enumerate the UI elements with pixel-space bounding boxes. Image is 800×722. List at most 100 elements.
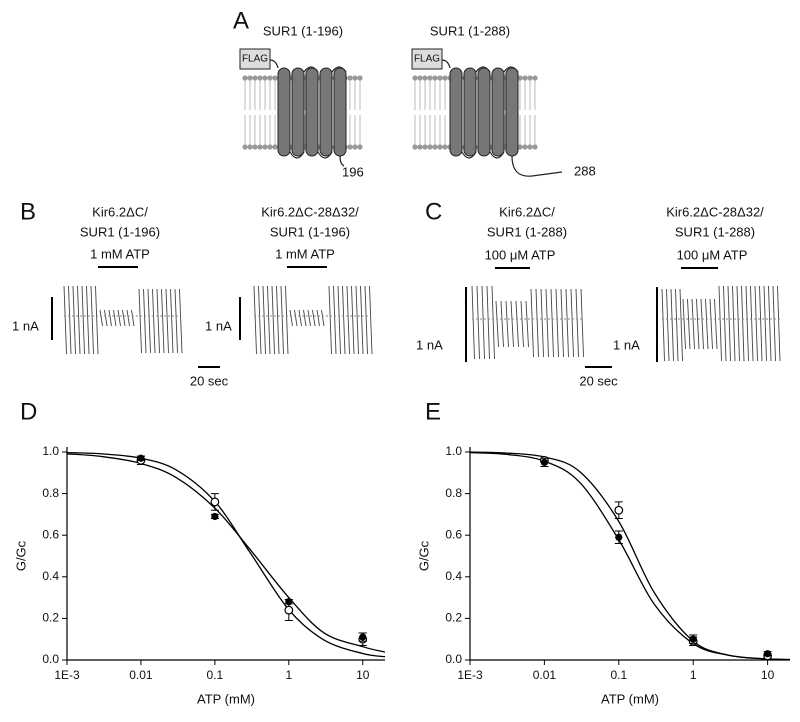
lipid-head: [427, 75, 433, 81]
x-tick-label: 10: [356, 668, 370, 682]
panel-label: B: [20, 198, 36, 225]
panel-label: E: [425, 398, 441, 425]
lipid-head: [242, 75, 248, 81]
lipid-head: [247, 144, 253, 150]
lipid-head: [257, 75, 263, 81]
y-axis-label: G/Gc: [13, 540, 28, 571]
lipid-head: [352, 144, 358, 150]
trace-title: SUR1 (1-196): [80, 224, 160, 239]
helix: [449, 67, 463, 157]
helix: [491, 67, 505, 157]
treatment-label: 100 μM ATP: [677, 247, 748, 262]
data-point: [210, 497, 220, 507]
helix: [463, 67, 477, 157]
data-point: [764, 650, 772, 658]
helix: [291, 67, 305, 157]
fit-curve: [66, 453, 386, 653]
trace-title: SUR1 (1-196): [270, 224, 350, 239]
lipid-head: [412, 144, 418, 150]
lipid-head: [357, 75, 363, 81]
trace-title: Kir6.2ΔC/: [499, 204, 555, 219]
lipid-head: [417, 144, 423, 150]
lipid-head: [522, 144, 528, 150]
lipid-head: [247, 75, 253, 81]
x-tick-label: 0.1: [610, 668, 627, 682]
scale-label: 1 nA: [12, 318, 39, 333]
tether: [269, 59, 279, 69]
construct-title: SUR1 (1-196): [263, 23, 343, 38]
trace-title: Kir6.2ΔC-28Δ32/: [261, 204, 359, 219]
y-tick-label: 0.2: [445, 611, 462, 625]
membrane-topology: FLAG 196: [239, 48, 364, 179]
y-tick-label: 0.0: [42, 652, 59, 666]
lipid-head: [532, 144, 538, 150]
trace-title: SUR1 (1-288): [487, 224, 567, 239]
current-trace: [471, 285, 584, 360]
flag-label: FLAG: [414, 54, 440, 65]
flag-box: [411, 48, 443, 70]
lipid-head: [252, 144, 258, 150]
x-tick-label: 1: [690, 668, 697, 682]
lipid-head: [432, 144, 438, 150]
lipid-head: [242, 144, 248, 150]
lipid-head: [422, 144, 428, 150]
lipid-head: [442, 75, 448, 81]
x-tick-label: 0.01: [533, 668, 557, 682]
trace-title: Kir6.2ΔC/: [92, 204, 148, 219]
current-trace: [253, 285, 373, 355]
lipid-head: [267, 75, 273, 81]
trace-title: Kir6.2ΔC-28Δ32/: [666, 204, 764, 219]
lipid-head: [352, 75, 358, 81]
y-tick-label: 1.0: [445, 444, 462, 458]
helix: [305, 67, 319, 157]
x-tick-label: 10: [761, 668, 775, 682]
lipid-head: [412, 75, 418, 81]
y-tick-label: 1.0: [42, 444, 59, 458]
data-point: [614, 505, 624, 515]
treatment-label: 1 mM ATP: [90, 246, 150, 261]
data-point: [211, 512, 219, 521]
flag-label: FLAG: [242, 54, 268, 65]
lipid-head: [437, 144, 443, 150]
x-tick-label: 0.1: [207, 668, 224, 682]
y-tick-label: 0.6: [445, 527, 462, 541]
flag-box: [239, 48, 271, 70]
x-axis-label: ATP (mM): [601, 691, 659, 706]
data-point: [284, 605, 294, 615]
scale-label: 1 nA: [613, 337, 640, 352]
lipid-head: [527, 144, 533, 150]
scale-label: 1 nA: [205, 318, 232, 333]
data-point: [285, 598, 293, 606]
fit-curve: [469, 451, 791, 661]
c-tail: [511, 155, 563, 177]
lipid-head: [517, 75, 523, 81]
lipid-head: [357, 144, 363, 150]
lipid-head: [522, 75, 528, 81]
trace-title: SUR1 (1-288): [675, 224, 755, 239]
lipid-head: [442, 144, 448, 150]
data-point: [540, 458, 549, 466]
y-tick-label: 0.8: [445, 486, 462, 500]
residue-label: 288: [574, 163, 596, 178]
data-point: [359, 633, 367, 641]
lipid-head: [267, 144, 273, 150]
lipid-head: [347, 75, 353, 81]
x-tick-label: 0.01: [129, 668, 153, 682]
treatment-label: 1 mM ATP: [275, 246, 335, 261]
time-label: 20 sec: [579, 373, 618, 388]
data-point: [615, 533, 623, 541]
time-label: 20 sec: [190, 373, 229, 388]
lipid-head: [272, 144, 278, 150]
current-trace: [63, 285, 183, 355]
lipid-head: [532, 75, 538, 81]
lipid-head: [517, 144, 523, 150]
lipid-head: [437, 75, 443, 81]
lipid-head: [422, 75, 428, 81]
y-tick-label: 0.8: [42, 486, 59, 500]
lipid-head: [417, 75, 423, 81]
helix: [277, 67, 291, 157]
tether: [441, 59, 451, 69]
lipid-head: [257, 144, 263, 150]
helix: [477, 67, 491, 157]
